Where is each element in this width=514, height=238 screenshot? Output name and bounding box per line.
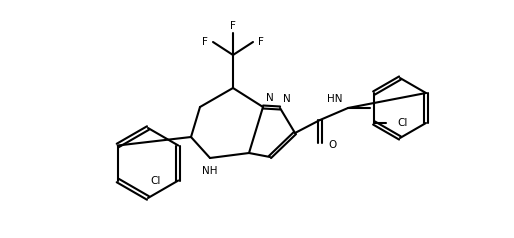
Text: Cl: Cl — [150, 175, 160, 185]
Text: F: F — [230, 21, 236, 31]
Text: F: F — [258, 37, 264, 47]
Text: O: O — [328, 140, 336, 150]
Text: N: N — [283, 94, 291, 104]
Text: NH: NH — [202, 166, 218, 176]
Text: HN: HN — [327, 94, 343, 104]
Text: N: N — [266, 93, 274, 103]
Text: F: F — [202, 37, 208, 47]
Text: Cl: Cl — [397, 118, 408, 128]
